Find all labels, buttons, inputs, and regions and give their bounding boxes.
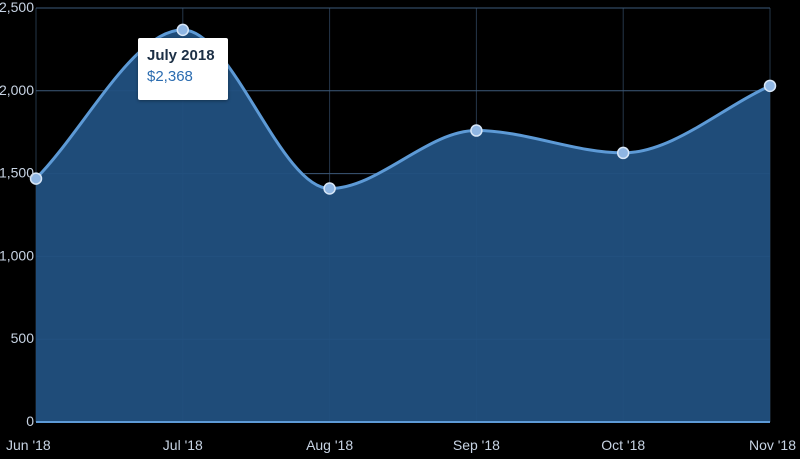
tooltip-title: July 2018 [147,47,215,64]
x-tick-label: Oct '18 [601,437,645,453]
data-point[interactable] [616,146,630,160]
x-axis-ticks: Jun '18 Jul '18 Aug '18 Sep '18 Oct '18 Nov '… [6,437,796,453]
x-tick-label: Sep '18 [453,437,500,453]
area-fill [36,29,770,423]
y-tick-label: 1,000 [0,247,34,263]
y-tick-label: 0 [26,413,34,429]
x-tick-label: Jun '18 [6,437,51,453]
data-tooltip: July 2018 $2,368 [138,38,228,100]
x-tick-label: Jul '18 [163,437,203,453]
y-tick-label: 500 [11,330,35,346]
x-tick-label: Aug '18 [306,437,353,453]
data-point[interactable] [176,23,190,37]
data-point[interactable] [29,172,43,185]
data-point[interactable] [470,124,483,137]
data-point[interactable] [323,182,336,195]
data-points [29,23,777,195]
y-tick-label: 1,500 [0,165,34,181]
y-tick-label: 2,000 [0,82,34,98]
data-point[interactable] [763,79,777,93]
tooltip-value: $2,368 [147,68,193,85]
y-tick-label: 2,500 [0,0,34,15]
x-tick-label: Nov '18 [749,437,796,453]
y-axis-ticks: 0 500 1,000 1,500 2,000 2,500 [0,0,34,429]
